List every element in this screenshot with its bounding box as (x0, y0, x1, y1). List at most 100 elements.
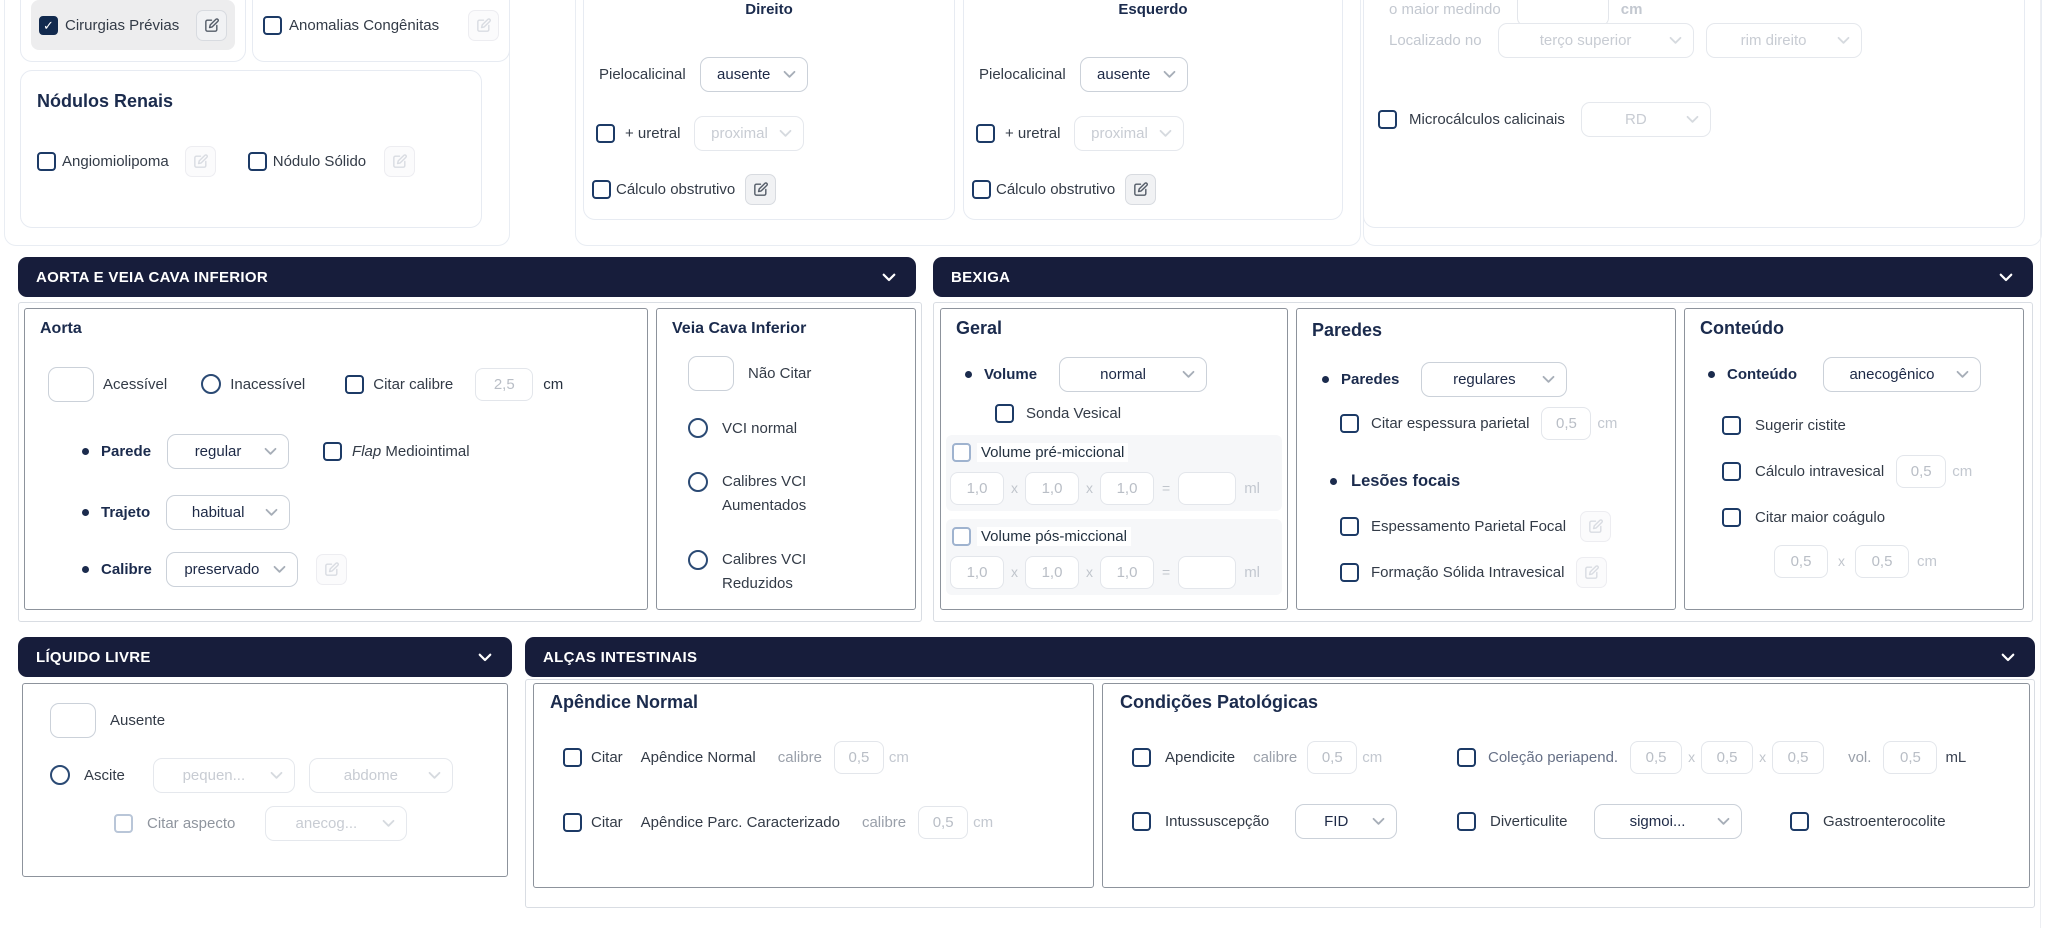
intussuscepcao-checkbox[interactable] (1132, 811, 1151, 831)
collapse-chevron-icon[interactable] (1999, 648, 2017, 666)
cirurgias-previas-selected-pill[interactable]: Cirurgias Prévias (31, 0, 235, 50)
collapse-chevron-icon[interactable] (1997, 268, 2015, 286)
angiomiolipoma-edit-button (184, 145, 216, 177)
pielocalicinal-select[interactable]: ausente (1079, 56, 1188, 92)
volume-select[interactable]: normal (1059, 356, 1208, 392)
calculo-intravesical-unit: cm (1952, 462, 1973, 480)
condicoes-group-title: Condições Patológicas (1120, 692, 1319, 712)
anomalias-congenitas-checkbox[interactable] (263, 15, 282, 35)
citar-apendice-parc-checkbox[interactable] (563, 812, 582, 832)
aorta-acessivel-radio[interactable] (48, 366, 94, 402)
calibre-select[interactable]: preservado (165, 551, 298, 587)
aorta-inacessivel-radio[interactable] (201, 374, 222, 394)
ausente-radio[interactable] (50, 702, 96, 738)
uretral-checkbox[interactable] (976, 123, 995, 143)
chevron-down-icon (1686, 115, 1699, 123)
citar-calibre-input: 2,5 (475, 367, 534, 401)
citar-aspecto-checkbox[interactable] (114, 813, 133, 833)
citar-calibre-label: Citar calibre (373, 375, 454, 393)
microcalculos-checkbox[interactable] (1378, 109, 1397, 129)
times-operator: x (1838, 553, 1845, 569)
colecao-periapend-checkbox[interactable] (1457, 747, 1476, 767)
colecao-dim3-input: 0,5 (1772, 740, 1825, 774)
nodulo-solido-label: Nódulo Sólido (272, 152, 367, 170)
nodulos-renais-title: Nódulos Renais (37, 91, 174, 111)
times-operator: x (1086, 564, 1093, 580)
liquido-section-header[interactable]: LÍQUIDO LIVRE (18, 637, 512, 677)
paredes-group (1296, 308, 1676, 610)
alcas-section-header[interactable]: ALÇAS INTESTINAIS (525, 637, 2035, 677)
edit-icon (1589, 518, 1604, 533)
chevron-down-icon (1717, 817, 1729, 825)
flap-mediointimal-label: Flap Mediointimal (352, 442, 470, 460)
formacao-solida-checkbox[interactable] (1340, 562, 1359, 582)
angiomiolipoma-checkbox[interactable] (37, 151, 56, 171)
vci-nao-citar-radio[interactable] (688, 355, 734, 391)
microcalculos-label: Microcálculos calicinais (1409, 110, 1565, 128)
intussuscepcao-label: Intussuscepção (1165, 812, 1270, 830)
calculo-intravesical-checkbox[interactable] (1722, 461, 1741, 481)
volume-pre-miccional-checkbox[interactable] (952, 442, 971, 462)
colecao-dim2-input: 0,5 (1701, 740, 1754, 774)
espessura-unit: cm (1597, 414, 1618, 432)
conteudo-select[interactable]: anecogênico (1822, 356, 1981, 392)
maior-medindo-input (1516, 0, 1609, 26)
vci-aumentados-label: Calibres VCI Aumentados (722, 473, 807, 514)
calculo-obstrutivo-checkbox[interactable] (592, 179, 611, 199)
citar-espessura-checkbox[interactable] (1340, 413, 1359, 433)
conteudo-label: Conteúdo (1727, 365, 1797, 383)
ascite-radio[interactable] (50, 765, 70, 785)
aorta-section-header[interactable]: AORTA E VEIA CAVA INFERIOR (18, 257, 916, 297)
apendice-group (533, 683, 1094, 888)
sugerir-cistite-checkbox[interactable] (1722, 415, 1741, 435)
vci-aumentados-radio[interactable] (688, 472, 708, 492)
angiomiolipoma-label: Angiomiolipoma (62, 152, 169, 170)
chevron-down-icon (1182, 370, 1195, 378)
chevron-down-icon (783, 70, 796, 78)
chevron-down-icon (1837, 36, 1849, 44)
calculo-obstrutivo-edit-button[interactable] (1125, 173, 1157, 205)
times-operator: x (1759, 749, 1767, 765)
edit-icon (393, 153, 408, 168)
nodulo-solido-checkbox[interactable] (247, 151, 267, 171)
calculo-obstrutivo-edit-button[interactable] (745, 173, 777, 205)
citar-calibre-unit: cm (543, 375, 564, 393)
calibre-edit-button (315, 553, 347, 585)
collapse-chevron-icon[interactable] (880, 268, 898, 286)
vci-reduzidos-radio[interactable] (688, 550, 708, 570)
apendicite-checkbox[interactable] (1132, 747, 1151, 767)
pre-dim2-input: 1,0 (1025, 471, 1079, 505)
diverticulite-label: Diverticulite (1490, 812, 1568, 830)
calculo-obstrutivo-checkbox[interactable] (972, 179, 991, 199)
pre-dim3-input: 1,0 (1100, 471, 1154, 505)
pos-dim2-input: 1,0 (1025, 555, 1079, 589)
citar-apendice-normal-checkbox[interactable] (563, 747, 582, 767)
localizado-label: Localizado no (1389, 31, 1482, 49)
uretral-checkbox[interactable] (596, 123, 615, 143)
volume-pos-miccional-checkbox[interactable] (952, 526, 971, 546)
bexiga-section-header[interactable]: BEXIGA (933, 257, 2033, 297)
collapse-chevron-icon[interactable] (476, 648, 494, 666)
apendice-normal-label: Apêndice Normal (640, 748, 756, 766)
rim-direito-card: Direito Pielocalicinal ausente + uretral… (583, 0, 955, 220)
paredes-select[interactable]: regulares (1421, 361, 1568, 397)
intussuscepcao-select[interactable]: FID (1295, 803, 1398, 839)
flap-mediointimal-checkbox[interactable] (323, 441, 343, 461)
apendice-parc-calibre-input: 0,5 (918, 805, 969, 839)
bullet-icon (82, 447, 89, 455)
cirurgias-previas-checkbox[interactable] (39, 15, 58, 35)
paredes-group-title: Paredes (1312, 320, 1383, 340)
citar-calibre-checkbox[interactable] (345, 374, 365, 394)
vci-normal-radio[interactable] (688, 418, 708, 438)
espessamento-checkbox[interactable] (1340, 516, 1359, 536)
sonda-vesical-checkbox[interactable] (995, 403, 1014, 423)
trajeto-select[interactable]: habitual (166, 494, 291, 530)
gastroenterocolite-checkbox[interactable] (1790, 811, 1809, 831)
citar-coagulo-checkbox[interactable] (1722, 507, 1741, 527)
diverticulite-checkbox[interactable] (1457, 811, 1476, 831)
cirurgias-previas-edit-button[interactable] (196, 9, 227, 41)
chevron-down-icon (382, 819, 395, 827)
pielocalicinal-select[interactable]: ausente (699, 56, 808, 92)
parede-select[interactable]: regular (167, 433, 290, 469)
diverticulite-select[interactable]: sigmoi... (1593, 803, 1742, 839)
